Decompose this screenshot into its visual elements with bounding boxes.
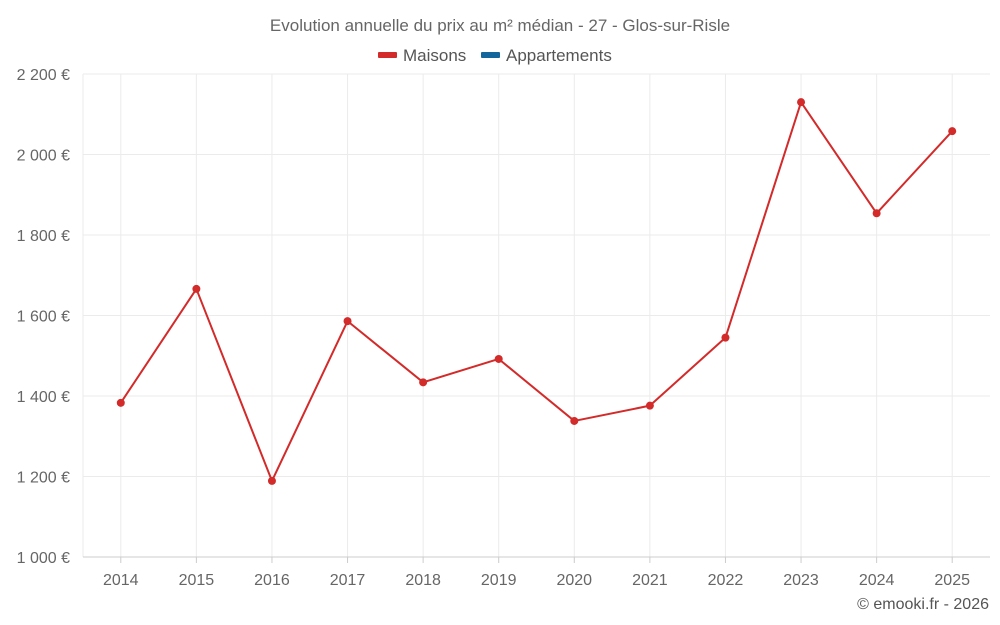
legend-label-appartements: Appartements [506,46,612,65]
data-point[interactable] [494,354,503,363]
credit-text: © emooki.fr - 2026 [857,596,989,613]
y-tick-label: 1 800 € [17,228,70,245]
x-tick-label: 2019 [481,572,517,589]
x-tick-label: 2020 [556,572,592,589]
y-tick-label: 1 400 € [17,389,70,406]
legend-label-maisons: Maisons [403,46,466,65]
series-line-maisons [119,101,953,482]
data-point[interactable] [797,98,806,107]
legend-swatch-maisons [378,52,397,58]
legend-item-maisons[interactable]: Maisons [378,46,466,65]
grid [82,73,990,557]
data-point[interactable] [570,416,579,425]
x-tick-label: 2021 [632,572,668,589]
data-point[interactable] [267,476,276,485]
x-tick-label: 2016 [254,572,290,589]
data-point[interactable] [343,317,352,326]
y-tick-label: 1 000 € [17,550,70,567]
x-tick-label: 2018 [405,572,441,589]
legend-swatch-appartements [481,52,500,58]
data-point[interactable] [948,127,957,136]
x-tick-label: 2015 [179,572,215,589]
data-point[interactable] [116,398,125,407]
y-tick-label: 2 000 € [17,148,70,165]
legend: Maisons Appartements [378,46,612,65]
data-point[interactable] [645,401,654,410]
data-point[interactable] [872,209,881,218]
chart-title: Evolution annuelle du prix au m² médian … [270,16,730,35]
x-tick-label: 2022 [708,572,744,589]
data-point[interactable] [192,284,201,293]
x-tick-label: 2017 [330,572,366,589]
x-tick-label: 2014 [103,572,139,589]
x-tick-label: 2025 [934,572,970,589]
y-tick-label: 1 200 € [17,470,70,487]
axes: 1 000 € 1 200 € 1 400 € 1 600 € 1 800 € 2 000… [17,67,990,589]
x-tick-label: 2024 [859,572,895,589]
x-tick-label: 2023 [783,572,819,589]
y-tick-label: 1 600 € [17,309,70,326]
y-tick-label: 2 200 € [17,67,70,84]
data-point[interactable] [721,333,730,342]
series-maisons [116,98,957,485]
data-point[interactable] [419,378,428,387]
legend-item-appartements[interactable]: Appartements [481,46,612,65]
